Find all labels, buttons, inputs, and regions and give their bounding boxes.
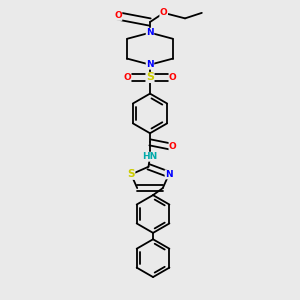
Text: O: O — [169, 142, 177, 152]
Text: S: S — [146, 73, 154, 82]
Text: O: O — [160, 8, 168, 17]
Text: N: N — [165, 170, 173, 179]
Text: N: N — [146, 28, 154, 37]
Text: S: S — [128, 169, 135, 179]
Text: O: O — [169, 73, 177, 82]
Text: HN: HN — [142, 152, 158, 161]
Text: N: N — [146, 60, 154, 69]
Text: O: O — [123, 73, 131, 82]
Text: O: O — [114, 11, 122, 20]
